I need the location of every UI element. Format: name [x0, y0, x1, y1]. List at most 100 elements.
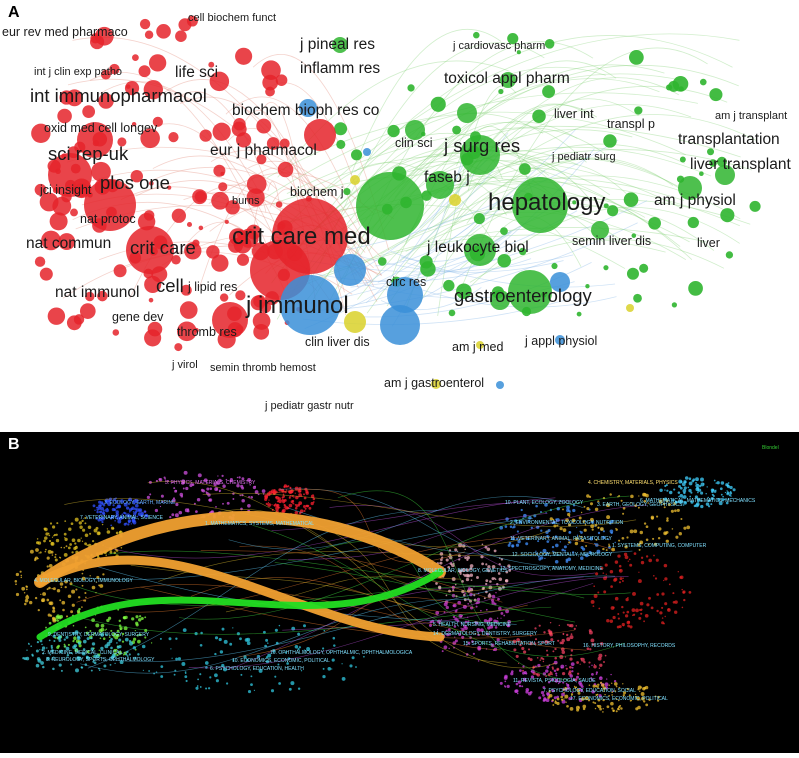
map-point	[322, 674, 326, 679]
dual-map-left-label: 3. ECOLOGY, EARTH, MARINE	[104, 500, 176, 506]
thin-flow	[179, 495, 630, 620]
node-red	[174, 343, 183, 352]
thin-flow	[124, 536, 616, 613]
map-point	[556, 701, 560, 706]
map-point	[559, 655, 564, 659]
map-point	[209, 487, 213, 491]
node-red	[79, 303, 96, 319]
node-green	[336, 139, 346, 149]
map-point	[103, 664, 107, 668]
map-point	[91, 642, 96, 646]
node-red	[168, 132, 179, 143]
map-point	[551, 689, 555, 693]
map-point	[580, 545, 584, 550]
map-point	[713, 479, 716, 482]
map-point	[73, 546, 77, 551]
map-point	[643, 522, 647, 525]
map-point	[125, 653, 128, 656]
map-point	[113, 648, 117, 653]
map-point	[552, 704, 555, 706]
map-point	[700, 500, 702, 502]
map-point	[670, 509, 674, 513]
node-red	[194, 190, 207, 203]
map-point	[503, 676, 508, 680]
map-point	[637, 685, 642, 690]
map-point	[602, 686, 606, 690]
map-point	[664, 577, 668, 581]
map-point	[466, 555, 470, 560]
map-point	[258, 668, 263, 673]
map-point	[632, 591, 636, 596]
map-point	[95, 623, 100, 628]
map-point	[452, 615, 456, 619]
map-point	[322, 667, 325, 670]
edge-blue	[334, 139, 619, 253]
map-point	[168, 637, 172, 641]
map-point	[629, 529, 634, 534]
map-point	[134, 507, 137, 511]
map-point	[561, 671, 566, 676]
map-point	[603, 661, 605, 663]
dual-map-right-label: 3. EARTH, GEOLOGY, GEOPHYSICS	[597, 502, 683, 508]
map-point	[98, 500, 102, 504]
map-point	[705, 502, 710, 506]
map-point	[639, 601, 644, 606]
map-point	[44, 550, 47, 553]
map-point	[463, 574, 467, 577]
map-point	[60, 669, 63, 672]
map-point	[527, 648, 531, 651]
map-point	[504, 680, 507, 683]
map-point	[127, 523, 130, 526]
map-point	[172, 481, 174, 484]
map-point	[500, 611, 504, 615]
map-point	[236, 632, 240, 636]
map-point	[555, 672, 558, 675]
map-point	[688, 481, 693, 486]
map-point	[570, 662, 575, 666]
map-point	[637, 543, 641, 547]
network-label: transpl p	[607, 117, 655, 131]
map-point	[454, 609, 458, 613]
map-point	[561, 698, 564, 701]
network-label: crit care med	[232, 223, 371, 250]
node-green	[377, 257, 387, 266]
map-point	[565, 665, 567, 667]
map-point	[55, 615, 60, 620]
map-point	[55, 538, 60, 543]
node-red	[171, 255, 181, 265]
map-point	[98, 649, 100, 651]
map-point	[77, 538, 81, 543]
map-point	[84, 599, 87, 602]
map-point	[493, 619, 497, 623]
map-point	[552, 650, 555, 653]
map-point	[601, 683, 605, 687]
map-point	[140, 616, 144, 621]
node-yellow	[344, 311, 366, 333]
node-green	[508, 270, 552, 314]
map-point	[105, 628, 108, 630]
map-point	[638, 548, 641, 551]
map-point	[261, 489, 266, 493]
map-point	[276, 504, 279, 507]
map-point	[240, 673, 243, 676]
map-point	[565, 560, 569, 563]
map-point	[537, 663, 541, 668]
node-red	[175, 30, 187, 43]
map-point	[200, 631, 203, 635]
map-point	[262, 630, 266, 634]
map-point	[200, 686, 202, 688]
map-point	[105, 498, 109, 503]
map-point	[604, 654, 607, 657]
node-red	[47, 307, 66, 325]
map-point	[666, 489, 669, 492]
map-point	[700, 491, 704, 495]
node-red	[256, 118, 272, 134]
map-point	[665, 530, 669, 534]
map-point	[100, 646, 104, 651]
map-point	[37, 541, 42, 545]
node-blue	[280, 275, 340, 335]
map-point	[248, 496, 251, 498]
map-point	[656, 699, 660, 702]
map-point	[594, 542, 596, 545]
